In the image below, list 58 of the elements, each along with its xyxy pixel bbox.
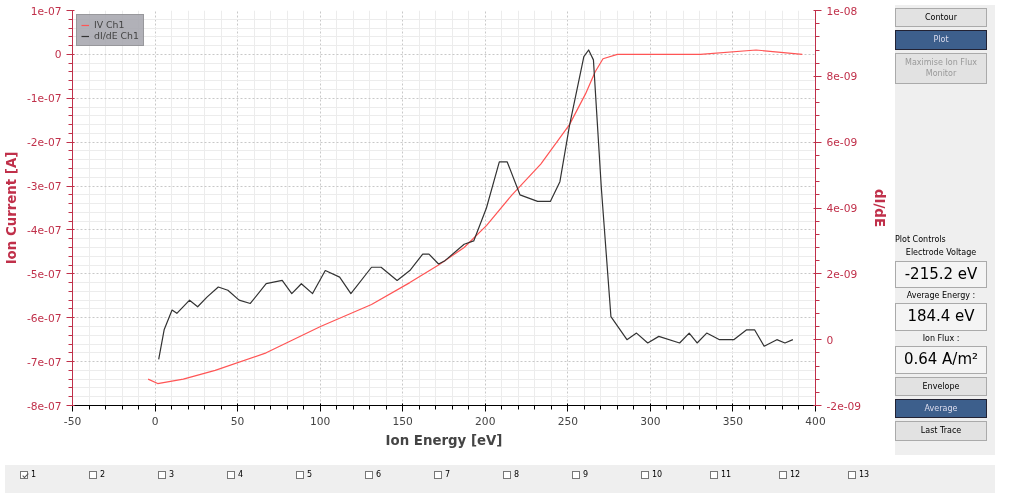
text: 184.4 eV <box>895 303 987 331</box>
text: 10 <box>651 469 664 481</box>
y2-tick-label: 4e-09 <box>826 202 858 215</box>
x-tick-label: 0 <box>151 414 159 428</box>
x-tick-label: 100 <box>310 414 331 428</box>
x-tick-label: 150 <box>392 414 414 428</box>
text: 4 <box>237 469 245 481</box>
x-tick-label: 350 <box>722 414 744 428</box>
x-tick-label: 300 <box>640 414 661 428</box>
y2-tick-label: 6e-09 <box>826 136 858 150</box>
text: 7 <box>444 469 452 481</box>
y-tick-label: 1e-07 <box>30 4 62 18</box>
x-tick-label: 50 <box>230 414 245 428</box>
y-tick-label: -2e-07 <box>26 136 62 150</box>
text: 5 <box>306 469 314 481</box>
y2-tick-label: 8e-09 <box>826 70 858 84</box>
text: 11 <box>720 469 733 481</box>
text: Envelope <box>895 376 987 397</box>
y2-tick-label: 0 <box>826 333 834 347</box>
legend-label: dI/dE Ch1 <box>94 30 139 41</box>
text: Plot Controls <box>895 233 947 246</box>
text: Average <box>895 399 987 419</box>
text: 6 <box>375 469 383 481</box>
y2-tick-label: -2e-09 <box>826 399 862 413</box>
text: Plot <box>895 30 987 50</box>
text: Contour <box>895 8 987 28</box>
text: Last Trace <box>895 421 987 441</box>
y-tick-label: -5e-07 <box>26 267 62 281</box>
y-tick-label: -1e-07 <box>26 92 62 106</box>
x-tick-label: 250 <box>557 414 579 428</box>
y2-tick-label: 1e-08 <box>826 4 858 18</box>
x-tick-label: 200 <box>475 414 496 428</box>
y2-tick-label: 2e-09 <box>826 267 858 281</box>
text: 3 <box>168 469 176 481</box>
text: Ion Flux : <box>921 332 961 345</box>
text: 1 <box>30 469 38 481</box>
y-tick-label: -4e-07 <box>26 223 62 237</box>
text: 13 <box>858 469 871 481</box>
y2-axis-title: dI/dE <box>872 188 888 228</box>
text: Electrode Voltage <box>904 247 978 259</box>
y-axis-title: Ion Current [A] <box>3 151 19 265</box>
legend-label: IV Ch1 <box>94 19 125 30</box>
x-axis-title: Ion Energy [eV] <box>385 432 503 448</box>
text: -215.2 eV <box>895 260 987 288</box>
y-tick-label: -7e-07 <box>26 355 62 369</box>
text: Maximise Ion Flux Monitor <box>895 52 987 84</box>
y-tick-label: 0 <box>54 48 62 62</box>
text: Average Energy : <box>905 289 977 302</box>
x-tick-label: -50 <box>63 414 82 428</box>
text: 12 <box>789 469 802 481</box>
text: 2 <box>99 469 107 481</box>
y-tick-label: -3e-07 <box>26 180 62 194</box>
y-tick-label: -6e-07 <box>26 311 62 325</box>
text: 9 <box>582 469 590 481</box>
text: 0.64 A/m² <box>895 346 987 374</box>
text: 8 <box>513 469 521 481</box>
y-tick-label: -8e-07 <box>26 399 62 413</box>
x-tick-label: 400 <box>805 414 826 428</box>
